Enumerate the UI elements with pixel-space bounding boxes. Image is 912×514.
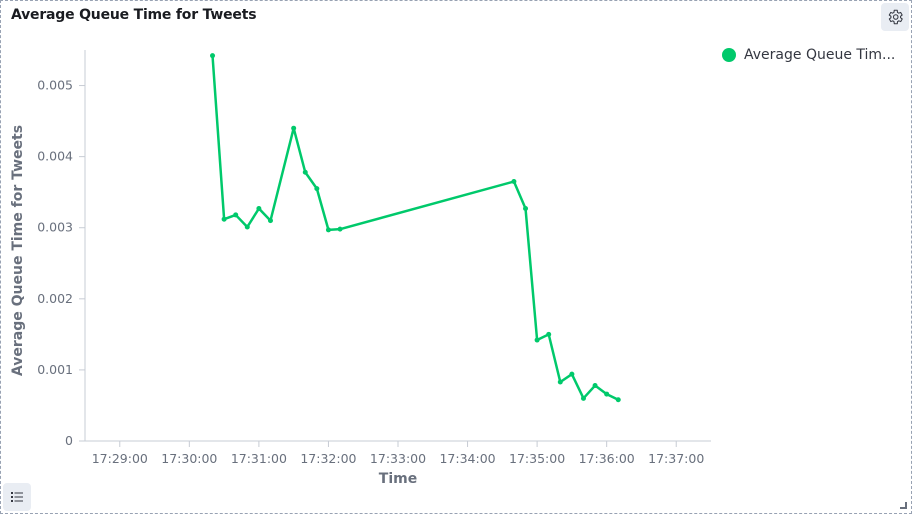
y-axis-title: Average Queue Time for Tweets <box>10 125 26 376</box>
data-point[interactable] <box>210 53 216 59</box>
data-point[interactable] <box>557 379 563 385</box>
series-line <box>211 54 620 402</box>
data-point[interactable] <box>291 125 297 131</box>
data-point[interactable] <box>314 186 320 192</box>
y-tick-label: 0.004 <box>37 149 73 164</box>
data-point[interactable] <box>604 391 610 397</box>
data-point[interactable] <box>256 206 262 212</box>
data-point[interactable] <box>233 212 239 218</box>
x-tick-label: 17:34:00 <box>439 451 495 466</box>
data-point[interactable] <box>546 331 552 337</box>
data-point[interactable] <box>302 169 308 175</box>
x-axis-title: Time <box>379 471 417 487</box>
list-icon <box>11 492 23 502</box>
x-tick-label: 17:29:00 <box>92 451 148 466</box>
y-tick-label: 0.001 <box>37 362 73 377</box>
data-point[interactable] <box>580 395 586 401</box>
x-tick-label: 17:30:00 <box>161 451 217 466</box>
data-point[interactable] <box>615 397 621 403</box>
series-group <box>210 53 621 403</box>
x-tick-label: 17:35:00 <box>509 451 565 466</box>
x-tick-label: 17:33:00 <box>370 451 426 466</box>
x-axis: 17:29:00 17:30:00 17:31:00 17:32:00 17:33:00… <box>85 440 711 466</box>
data-point[interactable] <box>221 216 227 222</box>
y-tick-label: 0.002 <box>37 291 73 306</box>
data-point[interactable] <box>511 179 517 185</box>
x-tick-label: 17:31:00 <box>231 451 287 466</box>
data-point[interactable] <box>534 337 540 343</box>
data-point[interactable] <box>569 371 575 377</box>
data-point[interactable] <box>337 226 343 232</box>
data-point[interactable] <box>523 206 529 212</box>
data-point[interactable] <box>267 218 273 224</box>
x-tick-label: 17:37:00 <box>648 451 704 466</box>
y-axis: 0 0.001 0.002 0.003 0.004 0.005 <box>37 50 86 448</box>
y-tick-label: 0.005 <box>37 78 73 93</box>
legend-color-dot <box>722 48 736 62</box>
data-point[interactable] <box>592 383 598 389</box>
legend-item[interactable]: Average Queue Tim... <box>722 47 895 63</box>
resize-handle[interactable] <box>900 502 907 509</box>
y-tick-label: 0 <box>65 433 73 448</box>
data-point[interactable] <box>244 224 250 230</box>
gear-icon <box>888 9 903 25</box>
data-point[interactable] <box>325 227 331 233</box>
y-tick-label: 0.003 <box>37 220 73 235</box>
x-tick-label: 17:32:00 <box>300 451 356 466</box>
settings-button[interactable] <box>881 3 909 31</box>
x-tick-label: 17:36:00 <box>579 451 635 466</box>
panel-title: Average Queue Time for Tweets <box>11 7 257 23</box>
legend-toggle-button[interactable] <box>3 483 31 511</box>
